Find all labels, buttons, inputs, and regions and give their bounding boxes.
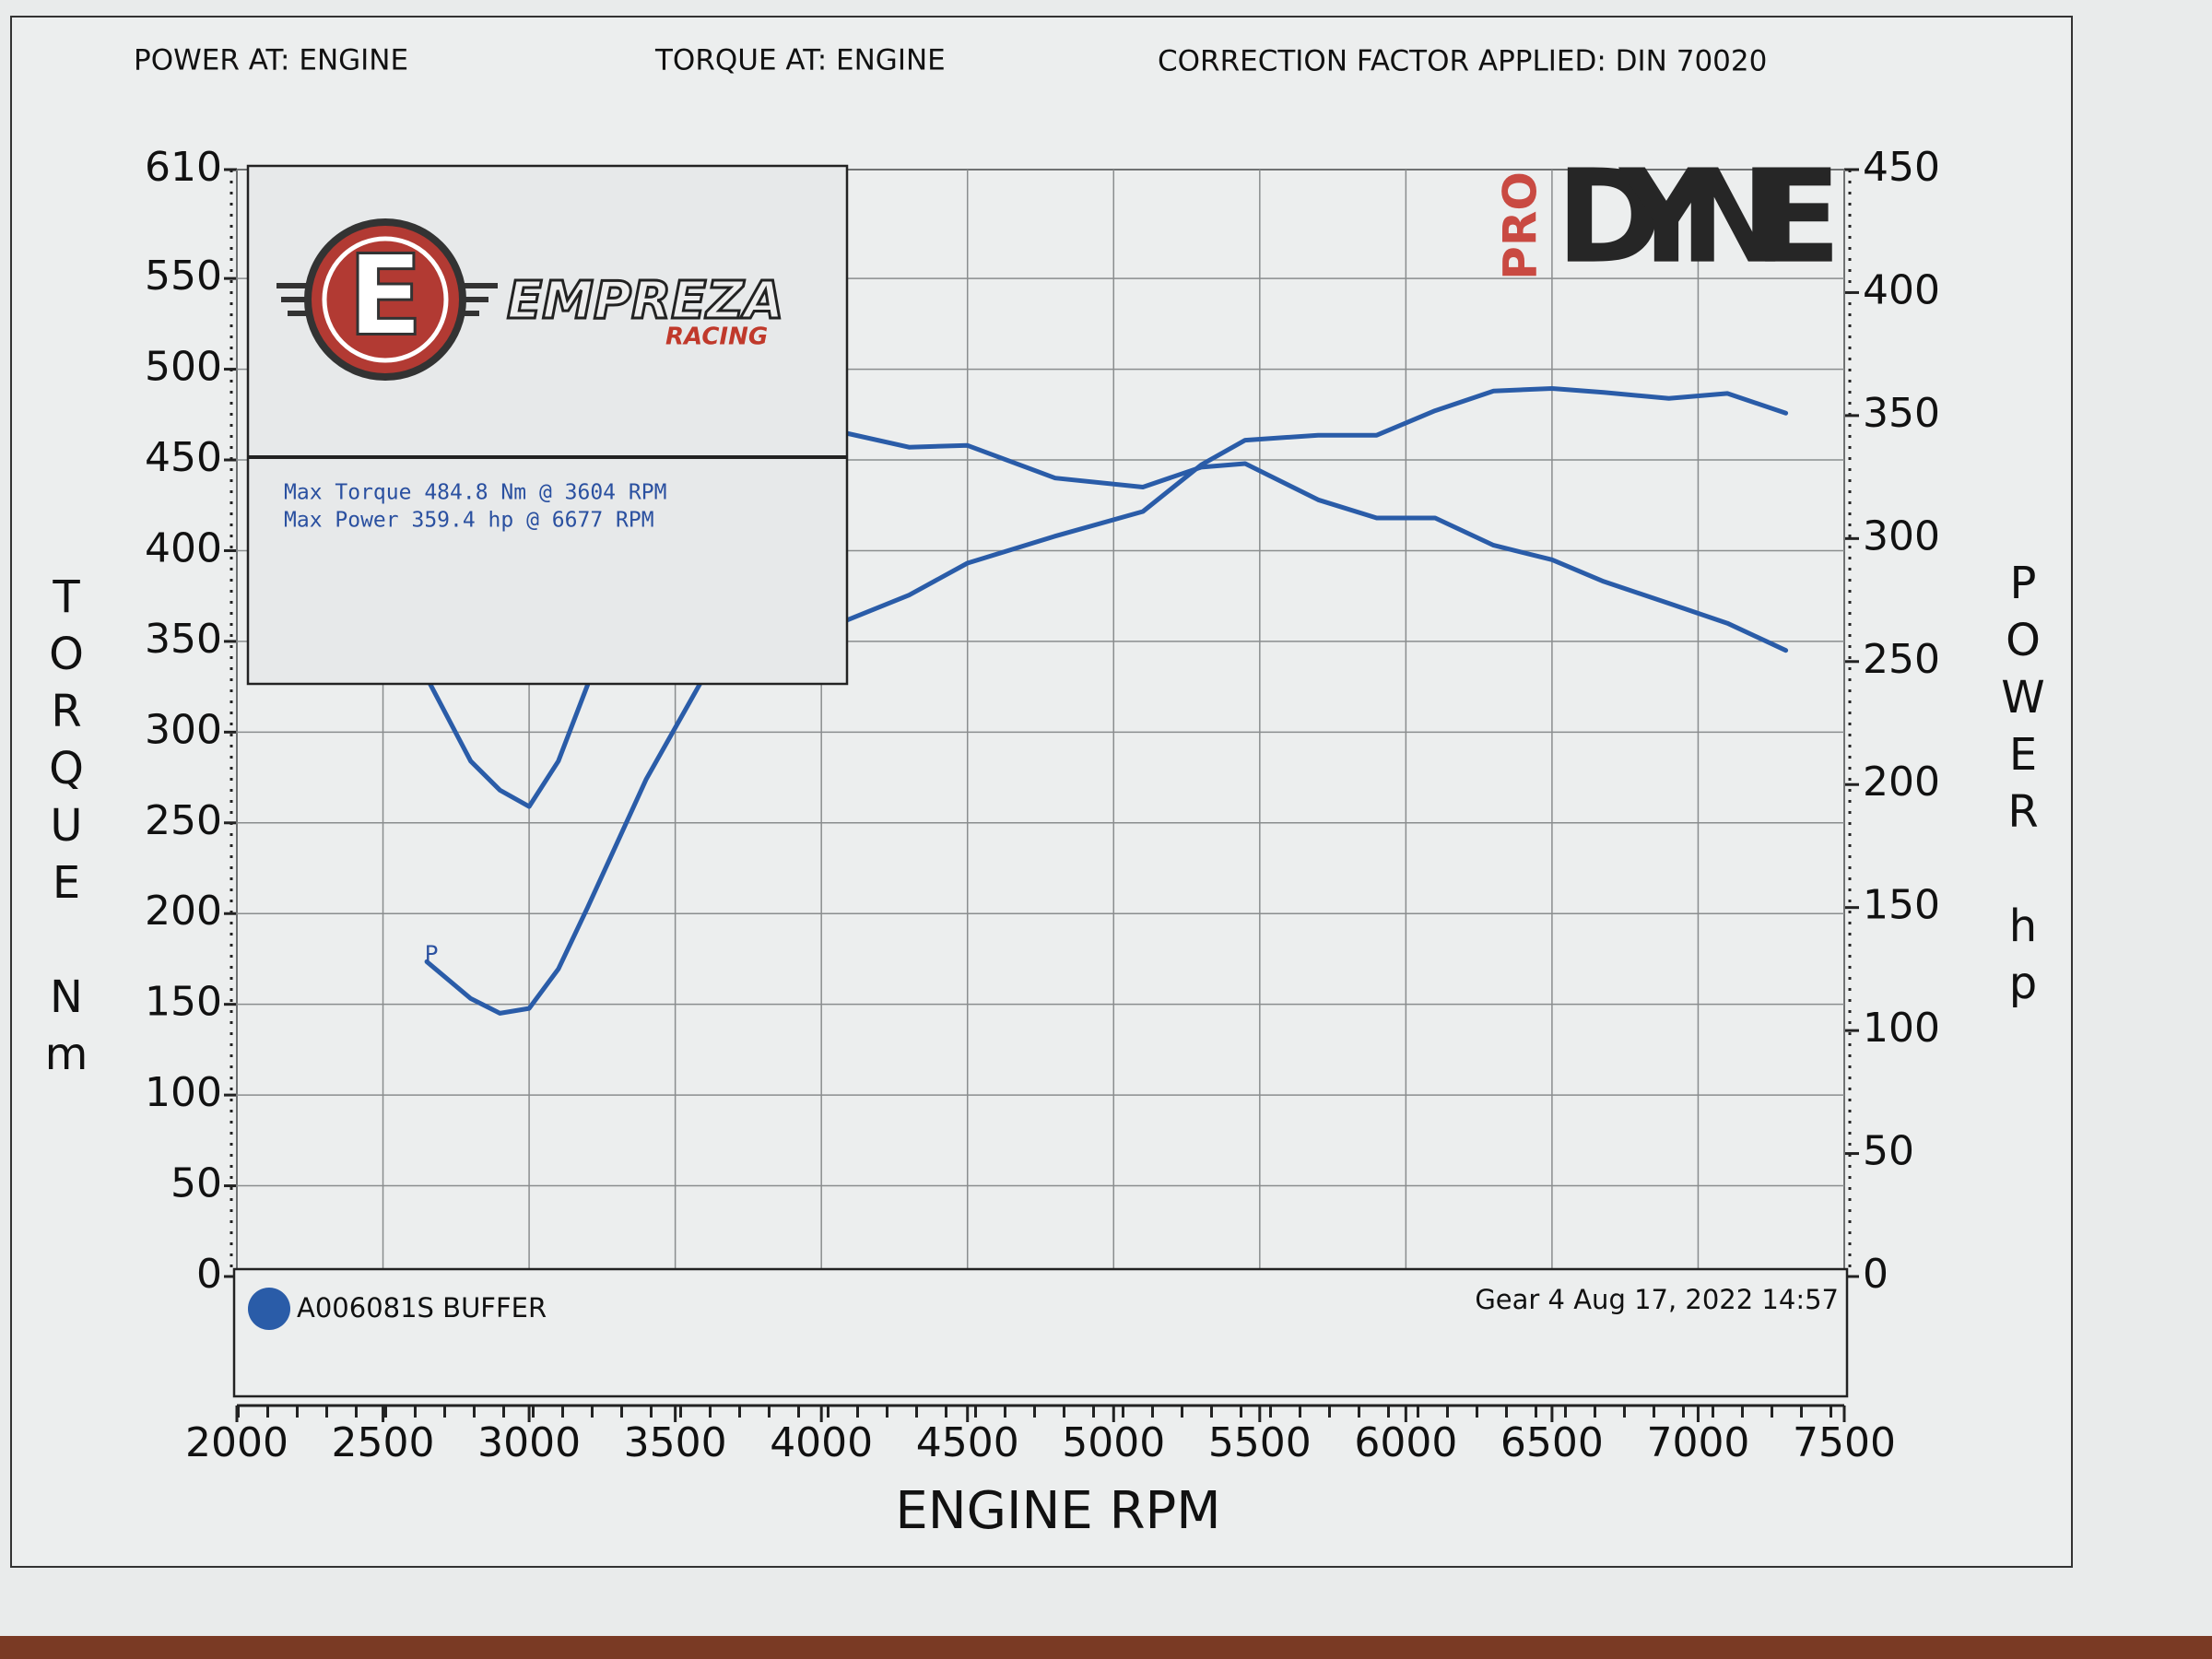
legend-box xyxy=(232,1267,1849,1398)
x-axis-title: ENGINE RPM xyxy=(895,1481,1220,1541)
x-tick-label: 5500 xyxy=(1208,1419,1312,1466)
logo-emblem xyxy=(304,218,466,381)
x-tick-label: 7500 xyxy=(1793,1419,1896,1466)
dyno-brand-pro: PRO xyxy=(1494,171,1547,280)
y-tick-label: 610 xyxy=(145,144,222,191)
header-torque: TORQUE AT: ENGINE xyxy=(654,44,946,77)
x-tick-label: 2500 xyxy=(332,1419,435,1466)
x-tick-label: 4500 xyxy=(916,1419,1019,1466)
y2-tick-label: 400 xyxy=(1863,266,1940,313)
y2-tick-label: 50 xyxy=(1863,1128,1914,1175)
max-power: Max Power 359.4 hp @ 6677 RPM xyxy=(284,509,654,533)
max-torque: Max Torque 484.8 Nm @ 3604 RPM xyxy=(284,481,666,505)
legend-swatch xyxy=(248,1288,290,1330)
y2-tick-label: 250 xyxy=(1863,636,1940,683)
legend-entry: A006081S BUFFER xyxy=(297,1292,547,1324)
y-tick-label: 200 xyxy=(145,888,222,935)
y2-tick-label: 200 xyxy=(1863,759,1940,806)
y-tick-label: 500 xyxy=(145,344,222,391)
run-info: Gear 4 Aug 17, 2022 14:57 xyxy=(1475,1284,1839,1315)
header-power: POWER AT: ENGINE xyxy=(134,44,408,77)
y2-tick-label: 300 xyxy=(1863,512,1940,559)
x-tick-label: 5000 xyxy=(1062,1419,1165,1466)
y-tick-label: 400 xyxy=(145,524,222,571)
series-line xyxy=(424,394,1789,809)
logo-ring xyxy=(322,236,449,363)
x-tick-label: 2000 xyxy=(185,1419,288,1466)
header-correction: CORRECTION FACTOR APPLIED: DIN 70020 xyxy=(1158,45,1767,78)
y-tick-label: 300 xyxy=(145,706,222,753)
y2-tick-label: 100 xyxy=(1863,1005,1940,1052)
y-tick-label: 150 xyxy=(145,979,222,1026)
y-tick-label: 550 xyxy=(145,253,222,300)
logo-name: EMPREZA xyxy=(507,271,783,331)
curve-marker: P xyxy=(425,941,438,967)
y-tick-label: 100 xyxy=(145,1069,222,1116)
x-tick-label: 4000 xyxy=(770,1419,873,1466)
y-tick-label: 250 xyxy=(145,797,222,844)
y-tick-label: 50 xyxy=(171,1160,222,1207)
x-tick-label: 6000 xyxy=(1354,1419,1457,1466)
series-line xyxy=(424,386,1789,1016)
y2-axis-title: POWER hp xyxy=(1997,558,2049,1015)
y2-tick-label: 450 xyxy=(1863,144,1940,191)
y2-tick-label: 350 xyxy=(1863,390,1940,437)
y-axis-title: TORQUE Nm xyxy=(41,571,92,1086)
y2-tick-label: 150 xyxy=(1863,882,1940,929)
y-tick-label: 350 xyxy=(145,616,222,663)
x-tick-label: 3500 xyxy=(624,1419,727,1466)
x-tick-label: 6500 xyxy=(1500,1419,1604,1466)
x-tick-label: 7000 xyxy=(1646,1419,1749,1466)
y2-tick-label: 0 xyxy=(1863,1251,1888,1298)
curves xyxy=(424,386,1789,1016)
logo-letter: E xyxy=(347,233,423,361)
dyno-brand: DYNE xyxy=(1556,143,1841,293)
logo-sub: RACING xyxy=(665,324,768,351)
y-tick-label: 450 xyxy=(145,434,222,481)
x-tick-label: 3000 xyxy=(477,1419,581,1466)
y-tick-label: 0 xyxy=(196,1251,222,1298)
